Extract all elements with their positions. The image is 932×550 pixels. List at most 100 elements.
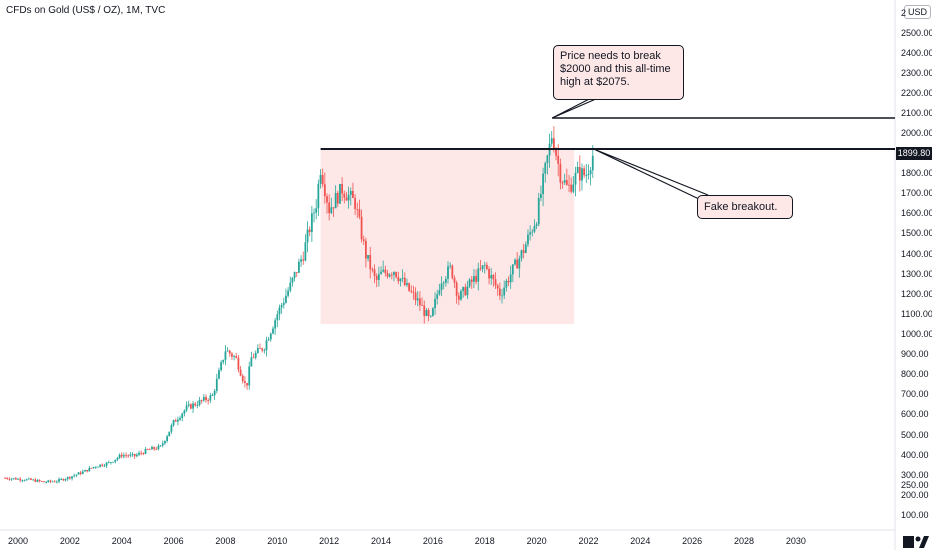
candle-body bbox=[503, 287, 506, 296]
candle-body bbox=[30, 478, 32, 480]
candle-body bbox=[375, 275, 378, 280]
candle-body bbox=[55, 481, 58, 483]
fake-breakout-callout[interactable]: Fake breakout. bbox=[697, 195, 793, 219]
candle-body bbox=[185, 405, 188, 411]
candle-body bbox=[259, 347, 261, 349]
candle-body bbox=[64, 479, 67, 481]
candle-body bbox=[243, 381, 246, 383]
currency-badge[interactable]: USD bbox=[904, 5, 932, 19]
candle-body bbox=[177, 419, 179, 422]
candle-body bbox=[563, 180, 566, 183]
candle-body bbox=[416, 298, 419, 301]
candle-body bbox=[524, 244, 527, 253]
candle-body bbox=[555, 149, 557, 156]
candle-body bbox=[71, 476, 73, 479]
candle-body bbox=[53, 481, 56, 483]
candle-body bbox=[578, 166, 581, 181]
candle-body bbox=[194, 403, 197, 406]
candle-body bbox=[531, 231, 534, 233]
candle-body bbox=[464, 287, 467, 296]
candle-body bbox=[222, 359, 225, 363]
candle-body bbox=[254, 352, 257, 358]
candle-body bbox=[174, 420, 177, 422]
candle-body bbox=[561, 182, 564, 184]
candle-body bbox=[25, 479, 28, 481]
candle-body bbox=[220, 362, 223, 371]
candle-body bbox=[587, 174, 590, 176]
candle-body bbox=[317, 183, 320, 209]
y-tick-label: 1100.00 bbox=[901, 309, 932, 319]
candle-body bbox=[287, 290, 290, 296]
candle-body bbox=[49, 480, 52, 482]
candle-body bbox=[86, 469, 89, 472]
candle-body bbox=[269, 333, 272, 340]
candle-body bbox=[371, 269, 374, 271]
candle-body bbox=[183, 410, 186, 414]
candle-body bbox=[291, 277, 294, 283]
x-axis-ticks: 2000 2002 2004 2006 2008 2010 2012 2014 2016 2018… bbox=[8, 536, 806, 546]
y-tick-label: 1800.00 bbox=[901, 168, 932, 178]
candle-body bbox=[373, 269, 376, 276]
candle-body bbox=[38, 479, 41, 482]
candle-body bbox=[280, 305, 283, 308]
candle-body bbox=[542, 173, 544, 195]
candle-body bbox=[289, 282, 292, 291]
candle-body bbox=[431, 308, 434, 316]
candle-body bbox=[138, 453, 140, 455]
x-tick-label: 2026 bbox=[682, 536, 702, 546]
y-tick-label: 1700.00 bbox=[901, 188, 932, 198]
y-tick-label: 1500.00 bbox=[901, 228, 932, 238]
ath-callout[interactable]: Price needs to break $2000 and this all-… bbox=[553, 45, 684, 100]
candle-body bbox=[490, 275, 493, 279]
candle-body bbox=[492, 275, 495, 280]
candle-body bbox=[58, 479, 60, 482]
candle-body bbox=[364, 240, 367, 259]
y-tick-label: 2300.00 bbox=[901, 68, 932, 78]
candle-body bbox=[352, 190, 354, 198]
candle-body bbox=[438, 290, 441, 295]
y-tick-label: 500.00 bbox=[901, 430, 929, 440]
y-tick-label: 1600.00 bbox=[901, 208, 932, 218]
candle-body bbox=[36, 479, 39, 482]
candle-body bbox=[397, 277, 400, 282]
candle-body bbox=[326, 196, 328, 203]
candle-body bbox=[390, 274, 393, 276]
candle-body bbox=[263, 350, 266, 351]
candle-body bbox=[585, 175, 588, 176]
candle-body bbox=[298, 261, 300, 273]
candle-body bbox=[321, 175, 324, 185]
candle-body bbox=[60, 478, 63, 480]
candle-body bbox=[237, 357, 240, 370]
candle-body bbox=[116, 457, 119, 460]
x-tick-label: 2008 bbox=[215, 536, 235, 546]
candle-body bbox=[444, 278, 447, 283]
last-price-label: 1899.80 bbox=[896, 147, 932, 160]
candle-body bbox=[6, 478, 9, 479]
candle-body bbox=[384, 269, 387, 274]
candle-body bbox=[12, 478, 15, 480]
candle-body bbox=[453, 277, 456, 283]
candle-body bbox=[170, 425, 173, 432]
x-tick-label: 2018 bbox=[475, 536, 495, 546]
candle-body bbox=[179, 417, 181, 420]
candle-body bbox=[192, 403, 194, 409]
candle-body bbox=[537, 197, 540, 225]
candle-body bbox=[103, 465, 106, 467]
candle-body bbox=[403, 277, 406, 285]
x-tick-label: 2012 bbox=[319, 536, 339, 546]
candle-body bbox=[313, 212, 315, 214]
x-tick-label: 2002 bbox=[60, 536, 80, 546]
candle-body bbox=[75, 474, 78, 476]
candle-body bbox=[73, 475, 76, 477]
x-tick-label: 2014 bbox=[371, 536, 391, 546]
candle-body bbox=[388, 274, 391, 277]
chart-title: CFDs on Gold (US$ / OZ), 1M, TVC bbox=[6, 5, 166, 16]
candle-body bbox=[302, 259, 305, 261]
candle-body bbox=[427, 310, 430, 316]
candle-body bbox=[94, 466, 97, 468]
candle-body bbox=[449, 265, 452, 267]
candle-body bbox=[419, 298, 421, 306]
candle-body bbox=[570, 184, 573, 192]
candle-body bbox=[451, 265, 454, 278]
